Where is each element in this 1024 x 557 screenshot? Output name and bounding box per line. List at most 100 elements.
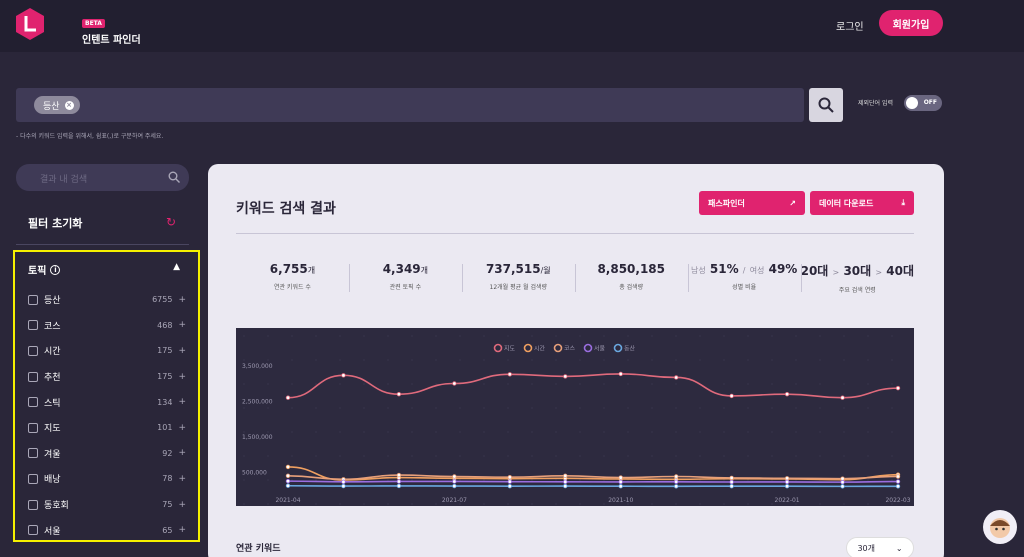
refresh-icon[interactable]: ↻ — [166, 215, 177, 229]
y-tick-label: 2,500,000 — [242, 398, 273, 405]
background-dot — [555, 407, 557, 409]
login-link[interactable]: 로그인 — [836, 22, 864, 33]
background-dot — [651, 407, 653, 409]
exclude-words-toggle[interactable]: OFF — [904, 95, 942, 111]
brand[interactable]: BETA 인텐트 파인더 — [82, 10, 141, 46]
stat-related-topics: 4,349개 관련 토픽 수 — [348, 262, 462, 294]
background-dot — [531, 335, 533, 337]
assistant-avatar[interactable] — [983, 510, 1017, 544]
plus-icon[interactable]: + — [178, 294, 186, 305]
keyword-chip[interactable]: 등산 × — [34, 96, 80, 114]
info-icon[interactable]: i — [50, 264, 61, 275]
background-dot — [747, 479, 749, 481]
background-dot — [603, 431, 605, 433]
topic-item[interactable]: 배낭 78 + — [28, 466, 186, 492]
count-select-value: 30개 — [857, 543, 875, 553]
plus-icon[interactable]: + — [178, 422, 186, 433]
keyword-input[interactable]: 등산 × — [16, 88, 804, 122]
pathfinder-label: 패스파인더 — [708, 198, 745, 208]
checkbox[interactable] — [28, 499, 38, 510]
background-dot — [771, 407, 773, 409]
background-dot — [651, 359, 653, 361]
background-dot — [315, 431, 317, 433]
topic-item[interactable]: 동호회 75 + — [28, 492, 186, 518]
data-point — [895, 474, 901, 479]
plus-icon[interactable]: + — [178, 371, 186, 382]
checkbox[interactable] — [28, 294, 38, 305]
checkbox[interactable] — [28, 448, 38, 459]
background-dot — [339, 455, 341, 457]
topic-item[interactable]: 추천 175 + — [28, 364, 186, 390]
topic-header[interactable]: 토픽 i — [28, 262, 61, 277]
checkbox[interactable] — [28, 525, 38, 536]
female-label: 여성 — [749, 266, 765, 275]
background-dot — [435, 407, 437, 409]
age-1: 20대 — [800, 264, 829, 278]
plus-icon[interactable]: + — [178, 320, 186, 331]
topic-item[interactable]: 스틱 134 + — [28, 389, 186, 415]
topic-label: 스틱 — [44, 398, 61, 409]
result-search-input[interactable]: 결과 내 검색 — [16, 164, 189, 191]
plus-icon[interactable]: + — [178, 345, 186, 356]
data-point — [840, 395, 845, 400]
data-point — [895, 479, 901, 484]
count-select[interactable]: 30개 ⌄ — [846, 537, 914, 557]
plus-icon[interactable]: + — [178, 448, 186, 459]
search-button[interactable] — [809, 88, 843, 122]
background-dot — [795, 335, 797, 337]
checkbox[interactable] — [28, 422, 38, 433]
background-dot — [339, 359, 341, 361]
background-dot — [363, 431, 365, 433]
signup-button[interactable]: 회원가입 — [879, 10, 943, 36]
topic-item[interactable]: 겨울 92 + — [28, 441, 186, 467]
topic-item[interactable]: 지도 101 + — [28, 415, 186, 441]
checkbox[interactable] — [28, 397, 38, 408]
data-point — [563, 374, 568, 379]
background-dot — [771, 335, 773, 337]
chevron-up-icon[interactable]: ▲ — [173, 262, 180, 272]
background-dot — [291, 407, 293, 409]
background-dot — [315, 407, 317, 409]
background-dot — [411, 455, 413, 457]
legend-marker — [523, 343, 533, 353]
background-dot — [795, 503, 797, 505]
data-point — [452, 474, 457, 479]
background-dot — [267, 503, 269, 505]
brand-name: 인텐트 파인더 — [82, 35, 141, 46]
topic-item[interactable]: 시간 175 + — [28, 338, 186, 364]
checkbox[interactable] — [28, 320, 38, 331]
background-dot — [795, 407, 797, 409]
background-dot — [723, 359, 725, 361]
background-dot — [723, 383, 725, 385]
topic-item[interactable]: 코스 468 + — [28, 313, 186, 339]
panel-divider — [236, 233, 914, 234]
search-icon[interactable] — [168, 171, 180, 183]
background-dot — [363, 503, 365, 505]
topic-item[interactable]: 등산 6755 + — [28, 287, 186, 313]
background-dot — [315, 359, 317, 361]
plus-icon[interactable]: + — [178, 499, 186, 510]
background-dot — [435, 503, 437, 505]
plus-icon[interactable]: + — [178, 397, 186, 408]
background-dot — [675, 335, 677, 337]
checkbox[interactable] — [28, 345, 38, 356]
checkbox[interactable] — [28, 473, 38, 484]
logo-icon[interactable] — [16, 8, 44, 40]
background-dot — [699, 407, 701, 409]
chip-remove-icon[interactable]: × — [64, 100, 74, 110]
download-button[interactable]: 데이터 다운로드 ⤓ — [810, 191, 914, 215]
checkbox[interactable] — [28, 371, 38, 382]
exclude-words-label: 제외단어 입력 — [858, 100, 894, 107]
topic-title: 토픽 — [28, 266, 47, 277]
pathfinder-button[interactable]: 패스파인더 ↗ — [699, 191, 805, 215]
topic-item[interactable]: 서울 65 + — [28, 517, 186, 543]
plus-icon[interactable]: + — [178, 525, 186, 536]
background-dot — [771, 383, 773, 385]
background-dot — [819, 383, 821, 385]
background-dot — [579, 479, 581, 481]
background-dot — [411, 431, 413, 433]
filter-reset-label[interactable]: 필터 초기화 — [28, 217, 83, 230]
plus-icon[interactable]: + — [178, 473, 186, 484]
background-dot — [339, 407, 341, 409]
data-point — [784, 479, 790, 485]
